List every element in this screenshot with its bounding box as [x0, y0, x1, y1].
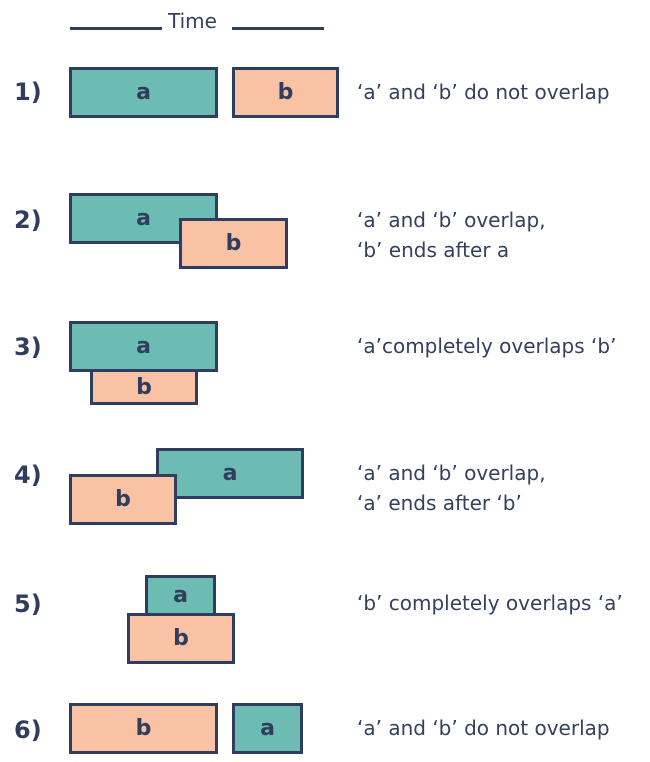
case-1-interval-b: b — [232, 67, 339, 118]
case-4-interval-a: a — [156, 448, 304, 499]
case-6-interval-b: b — [69, 703, 218, 754]
case-2-description-line-2: ‘b’ ends after a — [357, 238, 510, 262]
time-axis-left-line — [70, 27, 162, 30]
case-5-description-line-1: ‘b’ completely overlaps ‘a’ — [357, 591, 623, 615]
case-3-description-line-1: ‘a’completely overlaps ‘b’ — [357, 334, 617, 358]
time-axis-label: Time — [168, 9, 217, 33]
case-2-number: 2) — [14, 206, 42, 234]
case-5-interval-b: b — [127, 613, 235, 664]
case-3-interval-a: a — [69, 321, 218, 372]
case-2-interval-b: b — [179, 218, 288, 269]
case-6-number: 6) — [14, 716, 42, 744]
case-2-description: ‘a’ and ‘b’ overlap, ‘b’ ends after a — [357, 205, 546, 265]
case-6-interval-a: a — [232, 703, 303, 754]
case-6-description: ‘a’ and ‘b’ do not overlap — [357, 713, 610, 743]
case-3-interval-b: b — [90, 369, 198, 405]
case-4-description-line-1: ‘a’ and ‘b’ overlap, — [357, 461, 546, 485]
case-5-number: 5) — [14, 590, 42, 618]
case-3-description: ‘a’completely overlaps ‘b’ — [357, 331, 616, 361]
case-4-interval-b: b — [69, 474, 177, 525]
time-axis-right-line — [232, 27, 324, 30]
case-3-number: 3) — [14, 333, 42, 361]
case-6-description-line-1: ‘a’ and ‘b’ do not overlap — [357, 716, 610, 740]
case-2-description-line-1: ‘a’ and ‘b’ overlap, — [357, 208, 546, 232]
case-1-description: ‘a’ and ‘b’ do not overlap — [357, 77, 610, 107]
case-4-description-line-2: ‘a’ ends after ‘b’ — [357, 491, 522, 515]
case-5-interval-a: a — [145, 575, 216, 616]
case-5-description: ‘b’ completely overlaps ‘a’ — [357, 588, 623, 618]
case-1-interval-a: a — [69, 67, 218, 118]
case-4-number: 4) — [14, 461, 42, 489]
case-4-description: ‘a’ and ‘b’ overlap, ‘a’ ends after ‘b’ — [357, 458, 546, 518]
case-1-description-line-1: ‘a’ and ‘b’ do not overlap — [357, 80, 610, 104]
case-1-number: 1) — [14, 78, 42, 106]
